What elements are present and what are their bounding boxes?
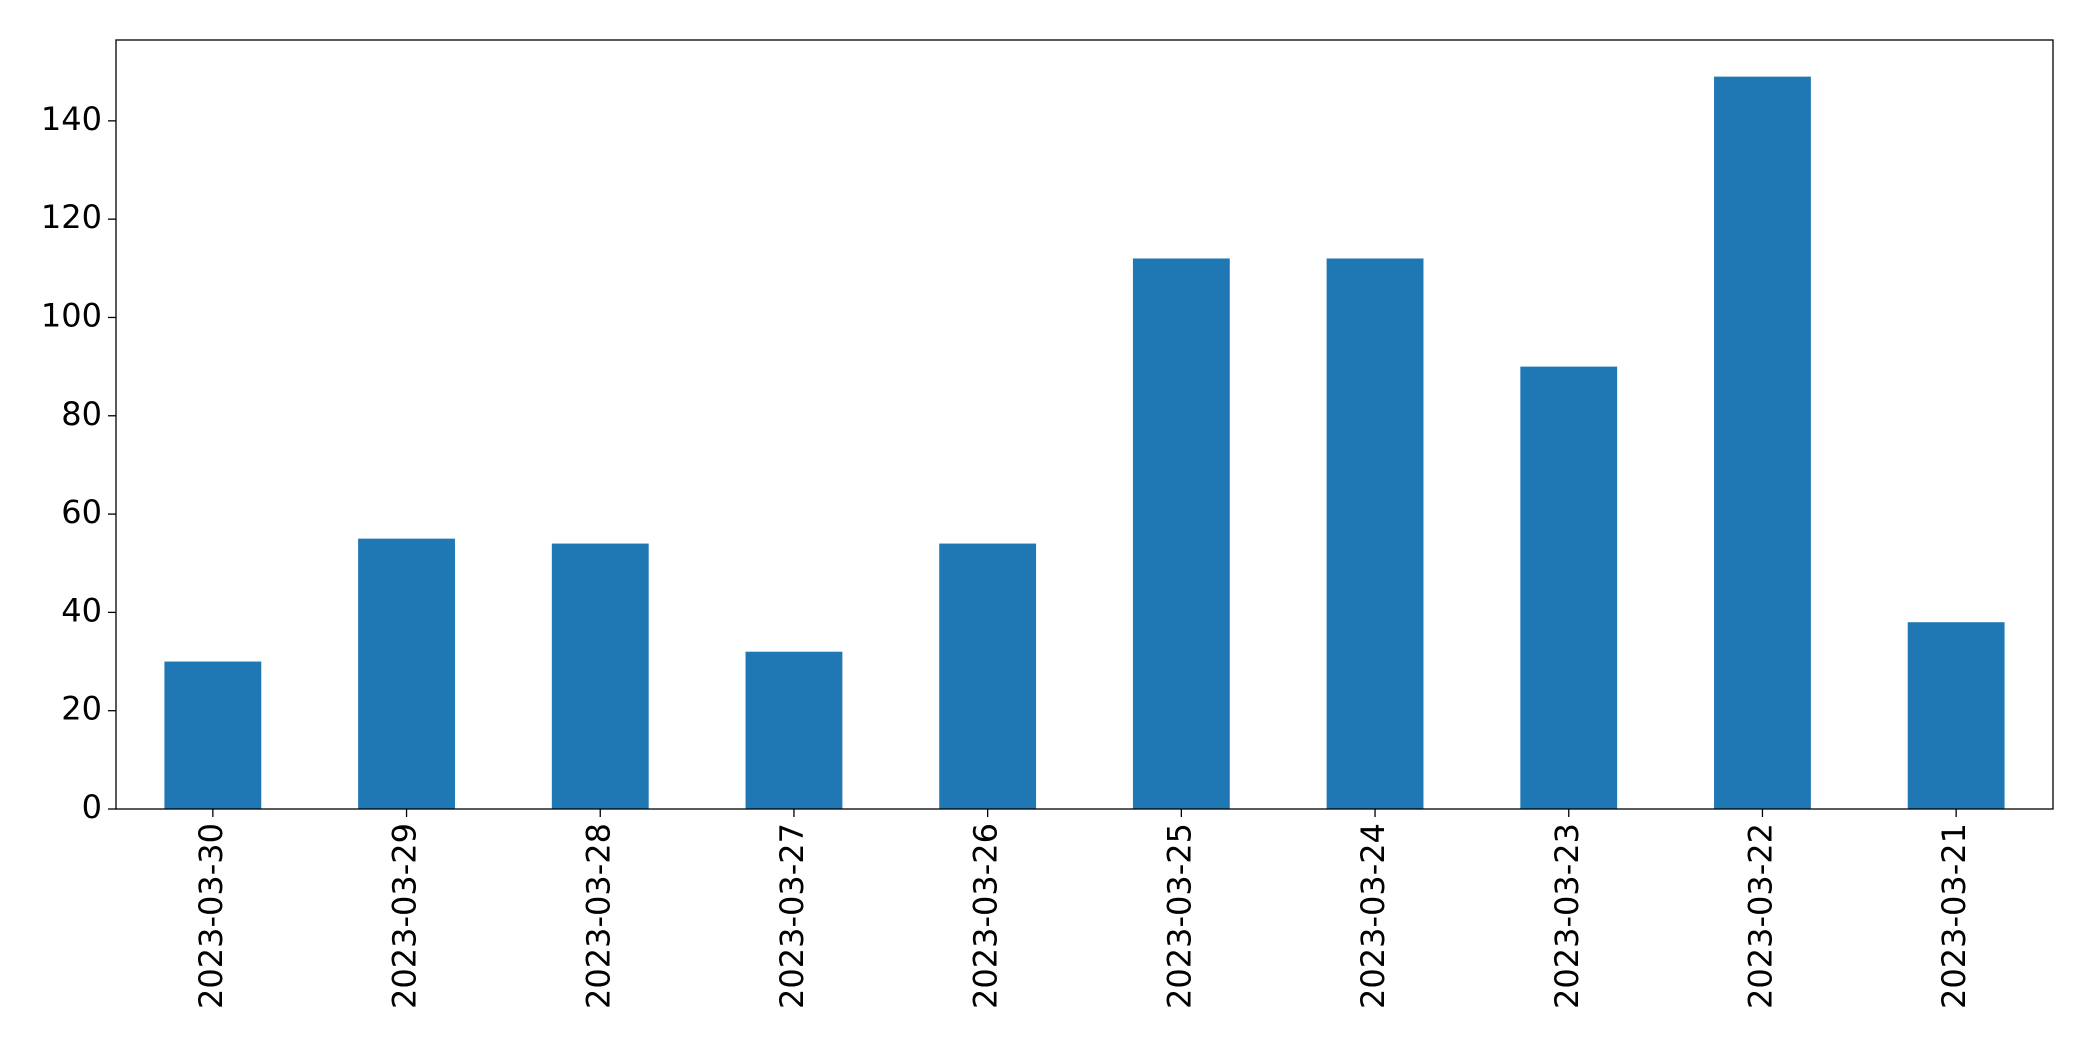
- bar: [1714, 76, 1811, 810]
- bar: [358, 538, 455, 809]
- y-tick-label: 40: [61, 591, 102, 629]
- bar: [1326, 258, 1424, 809]
- y-tick-label: 20: [61, 690, 102, 728]
- x-tick-label: 2023-03-23: [1548, 823, 1586, 1009]
- x-tick-label: 2023-03-29: [386, 823, 424, 1009]
- x-tick-label: 2023-03-27: [773, 823, 811, 1009]
- x-tick-label: 2023-03-22: [1741, 823, 1779, 1009]
- y-tick-label: 0: [82, 788, 102, 826]
- y-tick-label: 60: [61, 493, 102, 531]
- bar: [1907, 622, 2005, 809]
- y-tick-label: 120: [41, 198, 102, 236]
- y-tick-label: 140: [41, 100, 102, 138]
- x-tick-label: 2023-03-28: [579, 823, 617, 1009]
- x-tick-label: 2023-03-25: [1160, 823, 1198, 1009]
- y-tick-label: 80: [61, 395, 102, 433]
- y-tick-label: 100: [41, 296, 102, 334]
- bar: [1520, 366, 1618, 809]
- bar: [1132, 258, 1230, 809]
- bar: [164, 661, 262, 809]
- plot-frame: [115, 39, 2054, 810]
- bar: [745, 651, 843, 809]
- x-tick-label: 2023-03-24: [1354, 823, 1392, 1009]
- x-tick-label: 2023-03-30: [192, 823, 230, 1009]
- bar: [939, 543, 1037, 809]
- bar: [551, 543, 649, 809]
- x-tick-label: 2023-03-21: [1935, 823, 1973, 1009]
- x-tick-label: 2023-03-26: [967, 823, 1005, 1009]
